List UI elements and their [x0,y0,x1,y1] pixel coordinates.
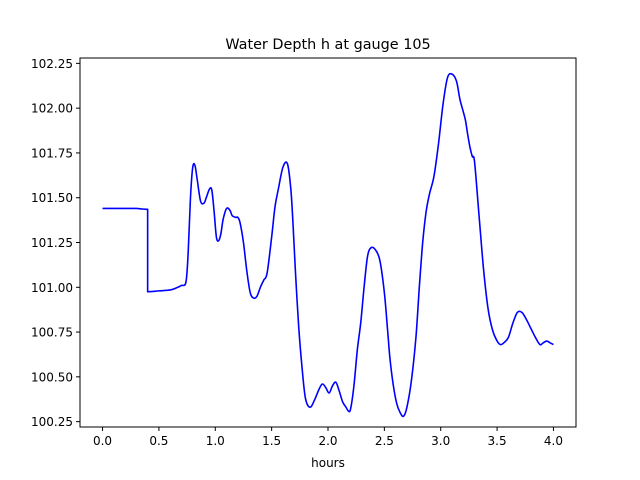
y-tick-label: 100.50 [31,370,73,384]
x-tick-label: 4.0 [544,434,563,448]
y-tick-label: 101.50 [31,191,73,205]
water-depth-line [102,72,554,418]
y-tick-label: 101.75 [31,146,73,160]
x-tick-label: 1.0 [206,434,225,448]
y-tick-label: 101.25 [31,236,73,250]
x-axis: 0.0 0.5 1.0 1.5 2.0 2.5 3.0 3.5 4.0 [93,427,563,448]
x-tick-label: 0.5 [149,434,168,448]
y-tick-label: 102.00 [31,102,73,116]
x-tick-label: 3.0 [431,434,450,448]
series-layer [102,72,554,418]
plot-frame [79,57,577,428]
x-tick-label: 3.5 [488,434,507,448]
x-axis-label: hours [311,456,345,470]
x-tick-label: 2.0 [318,434,337,448]
chart-title: Water Depth h at gauge 105 [225,37,430,53]
y-axis: 100.25 100.50 100.75 101.00 101.25 101.50 101.… [31,57,80,429]
y-tick-label: 100.25 [31,415,73,429]
y-tick-label: 100.75 [31,326,73,340]
x-tick-label: 1.5 [262,434,281,448]
y-tick-label: 102.25 [31,57,73,71]
x-tick-label: 0.0 [93,434,112,448]
x-tick-label: 2.5 [375,434,394,448]
y-tick-label: 101.00 [31,281,73,295]
